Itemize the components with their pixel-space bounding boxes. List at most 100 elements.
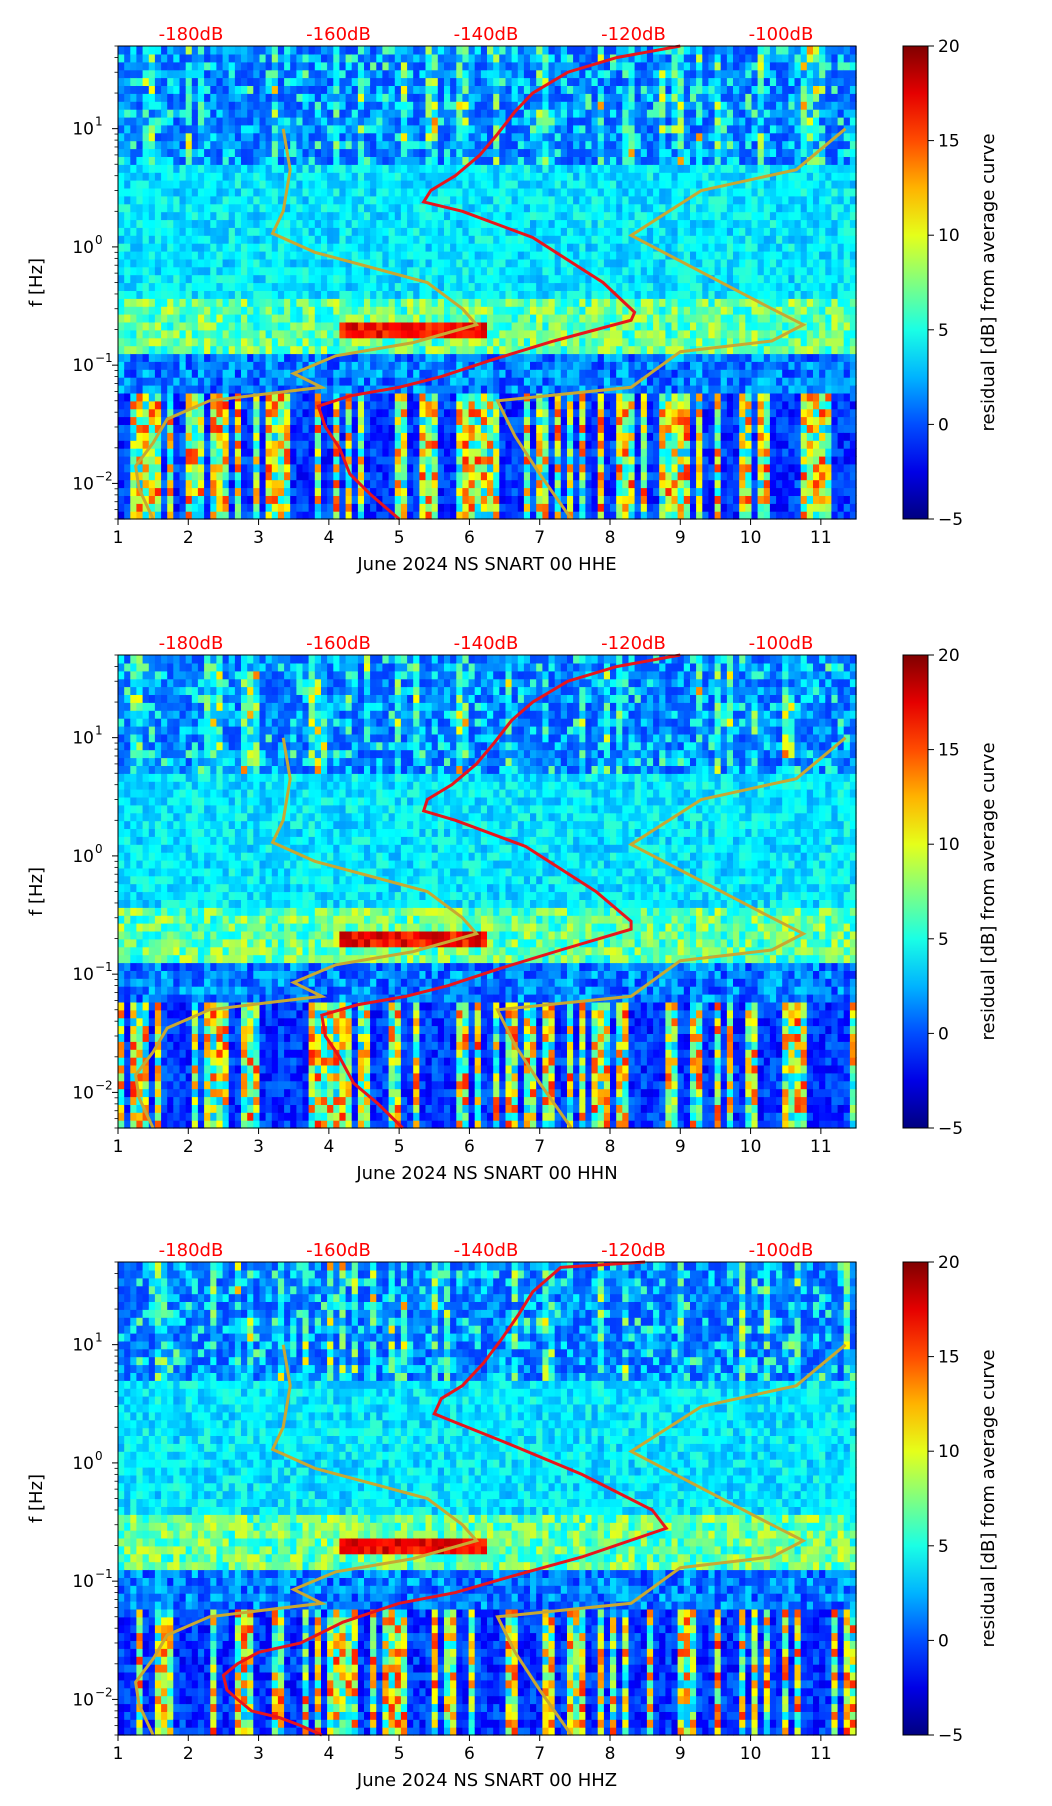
heatmap-cell (265, 361, 273, 370)
heatmap-cell (579, 101, 587, 110)
heatmap-cell (118, 93, 125, 102)
heatmap-cell (511, 385, 519, 394)
heatmap-cell (222, 140, 230, 150)
heatmap-cell (542, 314, 550, 323)
heatmap-cell (130, 101, 138, 110)
heatmap-cell (468, 487, 476, 496)
heatmap-cell (567, 416, 574, 425)
heatmap-cell (339, 69, 347, 79)
heatmap-cell (450, 511, 457, 520)
heatmap-cell (124, 479, 131, 489)
heatmap-cell (437, 503, 445, 512)
heatmap-cell (271, 329, 279, 339)
heatmap-cell (499, 93, 507, 102)
heatmap-cell (542, 235, 550, 244)
heatmap-cell (302, 116, 310, 126)
heatmap-cell (456, 211, 464, 221)
heatmap-cell (487, 432, 494, 441)
heatmap-cell (308, 298, 316, 307)
heatmap-cell (468, 77, 476, 86)
heatmap-cell (118, 448, 125, 457)
heatmap-cell (296, 479, 304, 489)
heatmap-cell (234, 511, 242, 520)
heatmap-cell (468, 400, 476, 410)
heatmap-cell (296, 432, 304, 441)
heatmap-cell (302, 416, 310, 425)
heatmap-cell (536, 53, 543, 63)
heatmap-cell (450, 187, 457, 197)
heatmap-cell (296, 377, 304, 386)
heatmap-cell (179, 385, 187, 394)
heatmap-cell (444, 337, 451, 347)
heatmap-cell (277, 416, 285, 425)
heatmap-cell (493, 109, 500, 118)
heatmap-cell (314, 164, 322, 173)
heatmap-cell (413, 53, 420, 63)
heatmap-cell (222, 172, 230, 181)
heatmap-cell (505, 77, 513, 86)
heatmap-cell (314, 487, 322, 496)
heatmap-cell (444, 148, 451, 157)
heatmap-cell (185, 227, 193, 236)
heatmap-cell (130, 164, 138, 173)
heatmap-cell (290, 195, 297, 205)
heatmap-cell (327, 85, 334, 94)
heatmap-cell (228, 109, 236, 118)
heatmap-cell (394, 400, 402, 410)
heatmap-cell (296, 148, 304, 157)
heatmap-cell (530, 377, 537, 386)
heatmap-cell (124, 85, 131, 94)
heatmap-cell (468, 53, 476, 63)
heatmap-cell (407, 77, 414, 86)
heatmap-cell (480, 400, 488, 410)
heatmap-cell (597, 116, 605, 126)
heatmap-cell (161, 116, 168, 126)
heatmap-cell (394, 227, 402, 236)
heatmap-cell (610, 266, 617, 276)
heatmap-cell (523, 321, 531, 331)
heatmap-cell (419, 46, 427, 55)
heatmap-cell (136, 463, 144, 473)
heatmap-cell (197, 314, 205, 323)
heatmap-cell (548, 314, 556, 323)
heatmap-cell (271, 471, 279, 481)
heatmap-cell (505, 432, 513, 441)
heatmap-cell (154, 455, 162, 465)
heatmap-cell (487, 77, 494, 86)
heatmap-cell (296, 258, 304, 268)
heatmap-cell (487, 274, 494, 284)
heatmap-cell (345, 424, 353, 433)
heatmap-cell (321, 227, 328, 236)
heatmap-cell (197, 511, 205, 520)
heatmap-cell (511, 148, 519, 157)
heatmap-cell (302, 329, 310, 339)
heatmap-cell (253, 101, 261, 110)
heatmap-cell (413, 424, 420, 433)
heatmap-cell (536, 46, 543, 55)
heatmap-cell (511, 172, 519, 181)
heatmap-cell (628, 479, 636, 489)
heatmap-cell (364, 369, 371, 378)
heatmap-cell (616, 369, 623, 378)
heatmap-cell (154, 77, 162, 86)
heatmap-cell (142, 353, 150, 362)
heatmap-cell (216, 321, 224, 331)
heatmap-cell (210, 251, 218, 260)
heatmap-cell (222, 101, 230, 110)
heatmap-cell (444, 180, 451, 189)
heatmap-cell (554, 290, 562, 299)
heatmap-cell (511, 132, 519, 142)
heatmap-cell (308, 140, 316, 150)
heatmap-cell (597, 219, 605, 228)
heatmap-cell (197, 266, 205, 276)
heatmap-cell (290, 448, 297, 457)
heatmap-cell (487, 290, 494, 299)
heatmap-cell (388, 369, 396, 378)
heatmap-cell (456, 93, 464, 102)
heatmap-cell (597, 369, 605, 378)
heatmap-cell (124, 448, 131, 457)
heatmap-cell (499, 487, 507, 496)
heatmap-cell (597, 511, 605, 520)
heatmap-cell (179, 132, 187, 142)
heatmap-cell (197, 274, 205, 284)
